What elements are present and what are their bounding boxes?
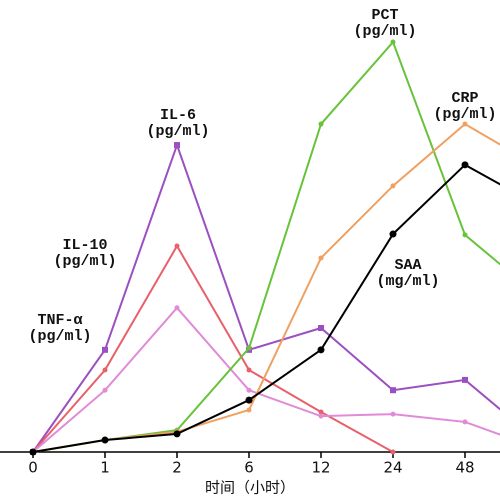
point [102,387,108,393]
point [246,407,252,413]
point [390,39,396,45]
x-tick-label: 2 [172,459,182,477]
x-tick-label: 48 [455,459,474,477]
point [390,411,396,417]
point [174,142,180,149]
point [390,183,396,189]
point [246,345,252,351]
series-unit: (pg/ml) [433,106,496,123]
point [317,346,325,354]
series-unit: (pg/ml) [53,253,116,270]
series-unit: (mg/ml) [376,273,439,290]
point [390,449,396,455]
x-tick-label: 12 [311,459,330,477]
x-tick-label: 0 [28,459,38,477]
series-label: IL-6 [160,107,196,124]
point [318,255,324,261]
point [462,419,468,425]
point [246,387,252,393]
series-line [32,244,394,453]
series-line [32,142,500,453]
series-label: CRP [451,90,478,107]
series-label: TNF-α [37,312,82,329]
series-line [32,163,500,453]
point [174,305,180,311]
point [101,436,109,444]
point [318,121,324,127]
point [390,387,396,394]
point [174,243,180,249]
series-label: PCT [371,7,398,24]
point [462,121,468,127]
point [462,232,468,238]
point [318,413,324,419]
series-unit: (pg/ml) [146,123,209,140]
point [102,346,108,353]
point [461,161,469,169]
point [389,230,397,238]
series-unit: (pg/ml) [353,23,416,40]
point [245,396,253,404]
x-axis-label: 时间（小时） [205,479,295,497]
series-line [32,306,500,453]
series-label: IL-10 [62,237,107,254]
point [246,367,252,373]
point [173,430,181,438]
x-tick-label: 1 [100,459,110,477]
series-label: SAA [394,257,421,274]
series-unit: (pg/ml) [28,328,91,345]
point [29,448,37,456]
point [102,367,108,373]
point [318,409,324,415]
point [462,376,468,383]
x-tick-label: 24 [383,459,402,477]
point [318,324,324,331]
x-tick-label: 6 [244,459,254,477]
